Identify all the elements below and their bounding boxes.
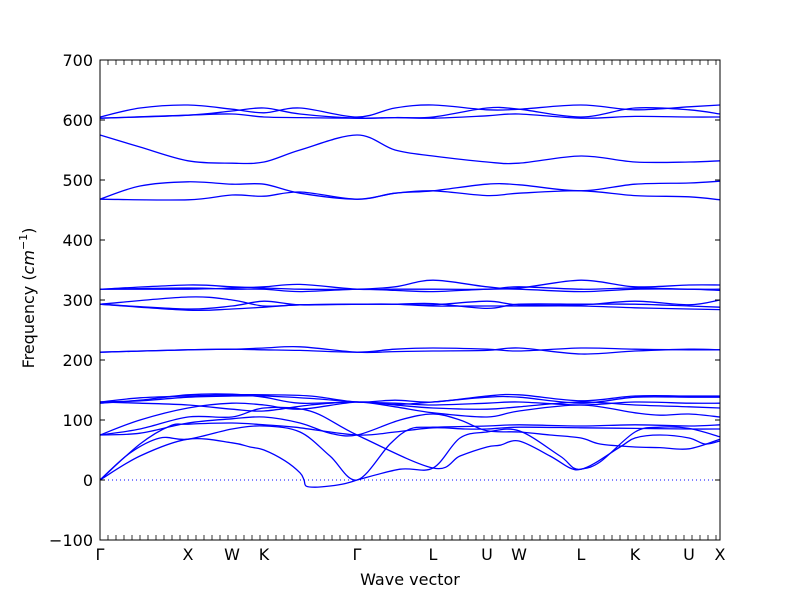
band-line-15 <box>99 300 721 311</box>
band-line-16 <box>99 302 721 312</box>
band-line-22 <box>99 134 721 165</box>
y-tick-label: 400 <box>62 231 93 250</box>
y-axis-label-text: Frequency ( <box>19 274 38 368</box>
y-tick-label: 600 <box>62 111 93 130</box>
k-point-label: W <box>224 545 240 564</box>
k-point-label: Γ <box>96 545 105 564</box>
plot-frame <box>99 59 721 541</box>
y-tick-label: 0 <box>83 471 93 490</box>
k-point-label: L <box>577 545 586 564</box>
k-point-label: W <box>511 545 527 564</box>
k-point-label: K <box>630 545 641 564</box>
band-line-4 <box>99 413 721 450</box>
band-line-6 <box>356 428 721 481</box>
band-line-25 <box>99 104 721 118</box>
y-tick-labels: −100 0 100 200 300 400 500 600 700 <box>49 51 93 550</box>
y-tick-label: 200 <box>62 351 93 370</box>
band-line-18 <box>99 283 721 291</box>
y-tick-label: 100 <box>62 411 93 430</box>
band-line-11 <box>99 401 721 436</box>
k-point-label: Γ <box>353 545 362 564</box>
band-line-9 <box>99 393 720 403</box>
band-series <box>99 104 721 488</box>
k-point-label: K <box>259 545 270 564</box>
k-point-label: X <box>183 545 194 564</box>
y-tick-label: −100 <box>49 531 93 550</box>
band-line-24 <box>99 106 721 120</box>
band-line-21 <box>99 180 721 200</box>
k-point-label: L <box>429 545 438 564</box>
band-line-13 <box>99 345 721 355</box>
x-axis-label: Wave vector <box>360 570 460 589</box>
band-line-3 <box>99 422 721 481</box>
k-point-label: U <box>683 545 695 564</box>
band-line-2 <box>99 424 721 481</box>
y-axis-label-close: ) <box>19 228 38 234</box>
band-line-17 <box>99 279 721 291</box>
band-line-8 <box>99 395 721 406</box>
y-tick-label: 700 <box>62 51 93 70</box>
tick-marks <box>99 59 720 541</box>
k-point-label: X <box>715 545 726 564</box>
band-line-5 <box>99 406 721 471</box>
y-axis-label-unit: cm <box>19 250 38 274</box>
k-point-label: U <box>481 545 493 564</box>
band-line-7 <box>99 401 721 418</box>
band-line-19 <box>99 287 721 293</box>
y-tick-label: 300 <box>62 291 93 310</box>
y-axis-label-exponent: −1 <box>17 234 30 250</box>
y-axis-label: Frequency (cm−1) <box>17 228 38 369</box>
y-tick-label: 500 <box>62 171 93 190</box>
